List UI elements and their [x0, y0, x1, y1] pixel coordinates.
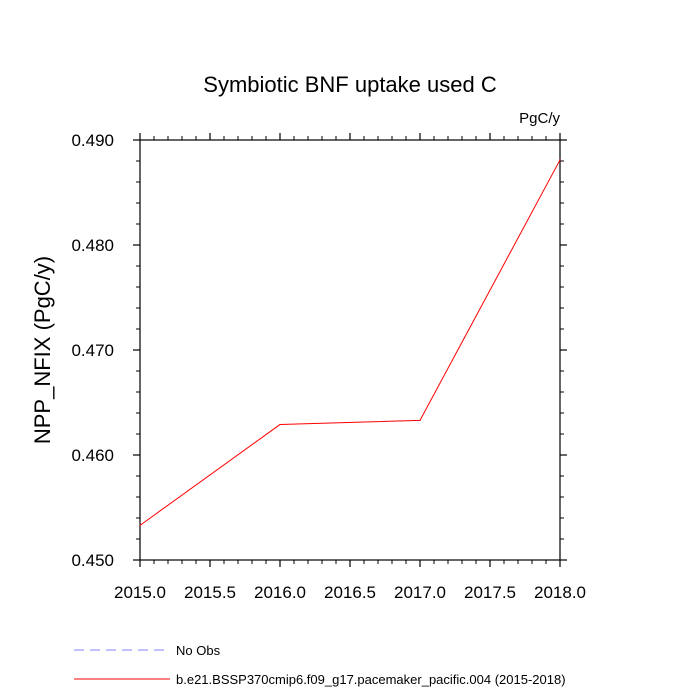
- y-tick-label: 0.490: [71, 131, 114, 150]
- y-tick-label: 0.460: [71, 446, 114, 465]
- series-group: [139, 159, 561, 526]
- x-tick-label: 2016.5: [324, 583, 376, 602]
- data-point: [139, 524, 141, 526]
- y-tick-labels: 0.450 0.460 0.470 0.480 0.490: [71, 131, 114, 570]
- data-point: [559, 159, 561, 161]
- x-tick-label: 2017.5: [464, 583, 516, 602]
- y-tick-label: 0.450: [71, 551, 114, 570]
- y-axis-label: NPP_NFIX (PgC/y): [30, 256, 55, 444]
- y-tick-label: 0.480: [71, 236, 114, 255]
- series-line-0: [139, 159, 561, 526]
- legend-label: b.e21.BSSP370cmip6.f09_g17.pacemaker_pac…: [176, 672, 566, 687]
- data-point: [279, 423, 281, 426]
- x-tick-label: 2016.0: [254, 583, 306, 602]
- legend: No Obs b.e21.BSSP370cmip6.f09_g17.pacemak…: [74, 643, 566, 687]
- x-tick-label: 2017.0: [394, 583, 446, 602]
- x-tick-label: 2015.0: [114, 583, 166, 602]
- y-tick-label: 0.470: [71, 341, 114, 360]
- chart-title: Symbiotic BNF uptake used C: [203, 72, 497, 97]
- units-label: PgC/y: [519, 110, 560, 127]
- x-tick-labels: 2015.0 2015.5 2016.0 2016.5 2017.0 2017.5 2018…: [114, 583, 586, 602]
- legend-label: No Obs: [176, 643, 221, 658]
- axis-ticks: [133, 133, 567, 567]
- plot-frame: [139, 139, 561, 561]
- x-tick-label: 2015.5: [184, 583, 236, 602]
- x-tick-label: 2018.0: [534, 583, 586, 602]
- data-point: [419, 419, 421, 421]
